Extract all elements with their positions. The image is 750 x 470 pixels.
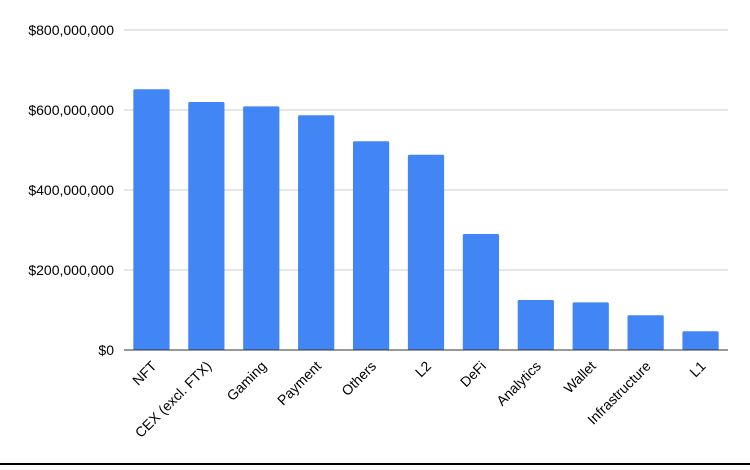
x-tick-label: L1	[686, 358, 708, 380]
y-tick-label: $200,000,000	[28, 262, 114, 278]
x-tick-label: Wallet	[560, 358, 599, 397]
x-tick-label: L2	[412, 358, 434, 380]
y-tick-label: $600,000,000	[28, 102, 114, 118]
bar-payment	[298, 115, 335, 350]
y-tick-label: $0	[98, 342, 114, 358]
bar-infrastructure	[627, 315, 664, 350]
bottom-border	[0, 463, 750, 465]
x-tick-label: Payment	[274, 358, 324, 408]
x-tick-label: Gaming	[223, 358, 269, 404]
bar-wallet	[572, 302, 609, 350]
x-tick-label: DeFi	[457, 358, 489, 390]
bar-nft	[133, 89, 170, 350]
x-tick-label: Others	[338, 358, 379, 399]
bar-gaming	[243, 106, 280, 351]
bars	[133, 89, 719, 351]
bar-analytics	[517, 300, 554, 350]
y-tick-label: $400,000,000	[28, 182, 114, 198]
bar-defi	[462, 234, 500, 350]
bar-l1	[682, 331, 719, 350]
y-tick-label: $800,000,000	[28, 22, 114, 38]
bar-cex-excl-ftx	[188, 102, 225, 350]
y-axis-tick-labels: $0 $200,000,000 $400,000,000 $600,000,000 $8…	[28, 22, 114, 358]
x-tick-label: NFT	[129, 357, 160, 388]
bar-l2	[407, 154, 445, 350]
x-tick-label: Analytics	[493, 358, 544, 409]
bar-others	[352, 141, 390, 350]
